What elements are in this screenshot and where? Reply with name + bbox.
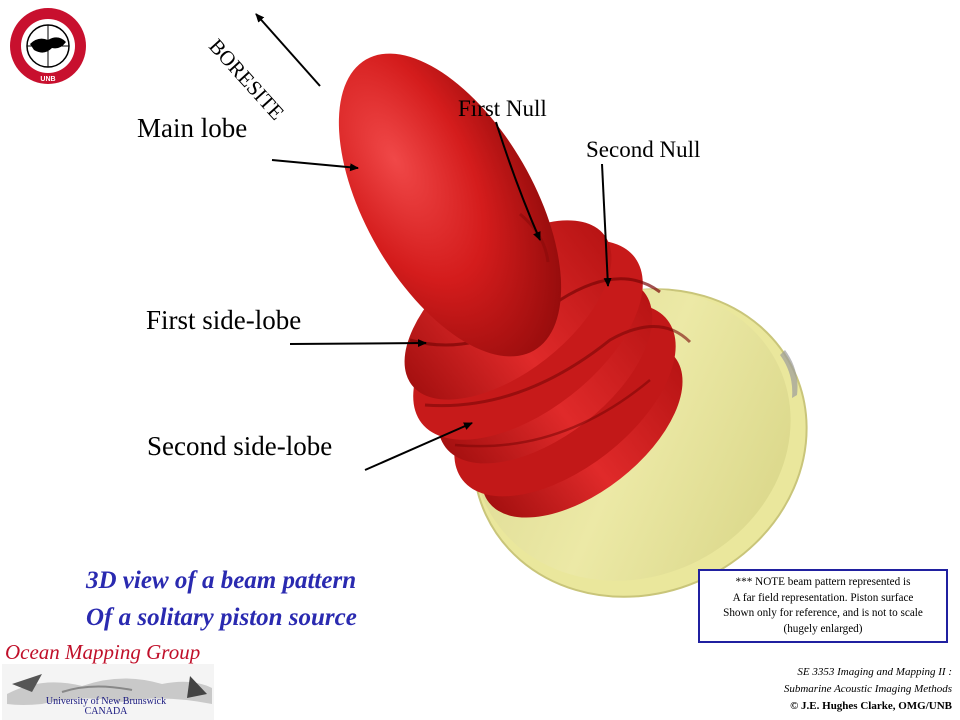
university-text: University of New Brunswick CANADA	[0, 697, 212, 717]
caption: 3D view of a beam pattern Of a solitary …	[86, 562, 357, 636]
note-line-2: A far field representation. Piston surfa…	[732, 591, 914, 604]
second-side-lobe-label: Second side-lobe	[147, 431, 333, 461]
boresite-arrow	[255, 13, 321, 87]
course-line-2: Submarine Acoustic Imaging Methods	[783, 683, 952, 695]
note-line-1: *** NOTE beam pattern represented is	[735, 576, 911, 588]
main-lobe-label: Main lobe	[137, 113, 248, 143]
second-null-pointer	[601, 163, 612, 287]
geodesy-crest-logo: UNB	[10, 8, 86, 84]
note-line-4: (hugely enlarged)	[783, 622, 863, 635]
course-line-1: SE 3353 Imaging and Mapping II :	[797, 666, 952, 678]
second-side-lobe-pointer	[364, 422, 473, 471]
caption-line-2: Of a solitary piston source	[86, 604, 357, 631]
svg-text:UNB: UNB	[40, 76, 55, 83]
side-lobe-rings	[404, 220, 692, 518]
second-null-label: Second Null	[586, 137, 701, 162]
first-null-label: First Null	[458, 96, 547, 121]
omg-logo-graphic	[2, 664, 214, 720]
first-null-pointer	[495, 121, 541, 241]
course-info: SE 3353 Imaging and Mapping II : Submari…	[784, 664, 952, 715]
university-name: University of New Brunswick	[45, 696, 167, 707]
first-side-lobe-label: First side-lobe	[146, 305, 302, 335]
copyright: © J.E. Hughes Clarke, OMG/UNB	[790, 700, 952, 712]
note-line-3: Shown only for reference, and is not to …	[723, 607, 923, 619]
first-side-lobe-pointer	[289, 339, 427, 348]
main-lobe-pointer	[271, 159, 359, 172]
university-country: CANADA	[84, 706, 128, 717]
note-box: *** NOTE beam pattern represented is A f…	[698, 569, 948, 643]
caption-line-1: 3D view of a beam pattern	[86, 567, 357, 594]
group-name: Ocean Mapping Group	[5, 640, 201, 664]
